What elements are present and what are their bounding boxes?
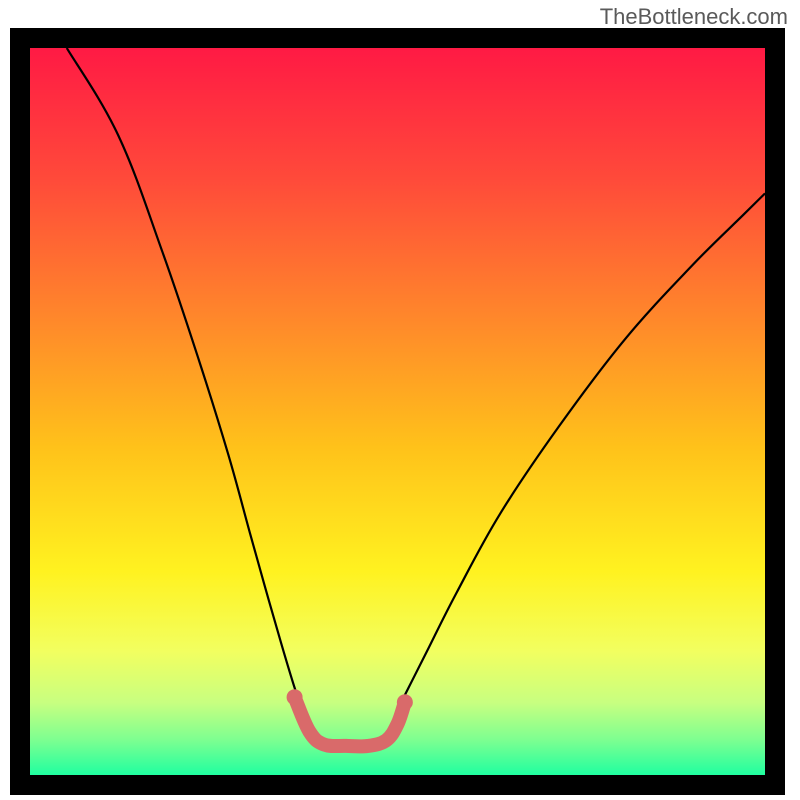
chart-svg <box>30 48 765 775</box>
bottom-marker-dot-right <box>397 694 413 710</box>
bottom-marker-dot-left <box>287 689 303 705</box>
chart-plot-area <box>30 48 765 775</box>
bottom-marker-path <box>295 697 405 746</box>
watermark-text: TheBottleneck.com <box>600 4 788 30</box>
curve-left-branch <box>67 48 302 710</box>
curve-right-branch <box>398 193 766 709</box>
